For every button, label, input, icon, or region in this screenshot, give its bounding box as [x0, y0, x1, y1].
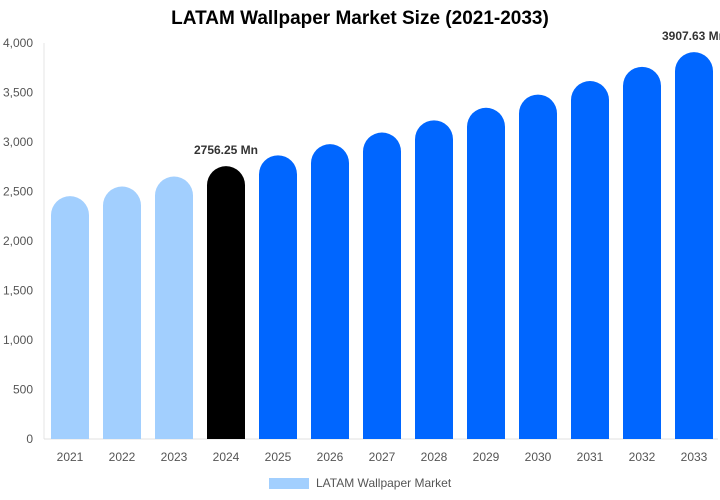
y-tick-label: 3,000 [3, 135, 33, 149]
bar-2022 [103, 186, 141, 439]
x-tick-label: 2024 [213, 450, 240, 464]
y-tick-label: 500 [13, 383, 33, 397]
x-tick-label: 2021 [57, 450, 84, 464]
bar-2023 [155, 176, 193, 439]
legend-swatch [269, 477, 309, 489]
x-tick-label: 2030 [525, 450, 552, 464]
y-tick-label: 1,500 [3, 284, 33, 298]
bar-2030 [519, 94, 557, 439]
x-tick-label: 2029 [473, 450, 500, 464]
y-tick-label: 1,000 [3, 333, 33, 347]
legend[interactable]: LATAM Wallpaper Market [269, 476, 451, 490]
bar-2032 [623, 66, 661, 439]
data-label-2024: 2756.25 Mn [194, 143, 258, 157]
x-tick-label: 2033 [681, 450, 708, 464]
bar-2026 [311, 144, 349, 439]
x-tick-label: 2026 [317, 450, 344, 464]
x-tick-label: 2025 [265, 450, 292, 464]
y-tick-label: 3,500 [3, 86, 33, 100]
bar-2028 [415, 120, 453, 439]
bar-2027 [363, 132, 401, 439]
bar-2029 [467, 107, 505, 439]
bar-2024 [207, 166, 245, 439]
bar-2021 [51, 196, 89, 439]
legend-label: LATAM Wallpaper Market [316, 476, 452, 490]
x-tick-label: 2032 [629, 450, 656, 464]
bar-2033 [675, 52, 713, 440]
y-tick-label: 4,000 [3, 36, 33, 50]
data-label-2033: 3907.63 Mn [662, 29, 720, 43]
x-tick-label: 2022 [109, 450, 136, 464]
chart-title: LATAM Wallpaper Market Size (2021-2033) [171, 8, 549, 29]
x-tick-label: 2031 [577, 450, 604, 464]
x-tick-label: 2028 [421, 450, 448, 464]
y-tick-label: 2,500 [3, 185, 33, 199]
x-tick-label: 2023 [161, 450, 188, 464]
y-tick-label: 0 [26, 432, 33, 446]
x-tick-label: 2027 [369, 450, 396, 464]
bar-2031 [571, 81, 609, 440]
bar-2025 [259, 155, 297, 440]
y-tick-label: 2,000 [3, 234, 33, 248]
